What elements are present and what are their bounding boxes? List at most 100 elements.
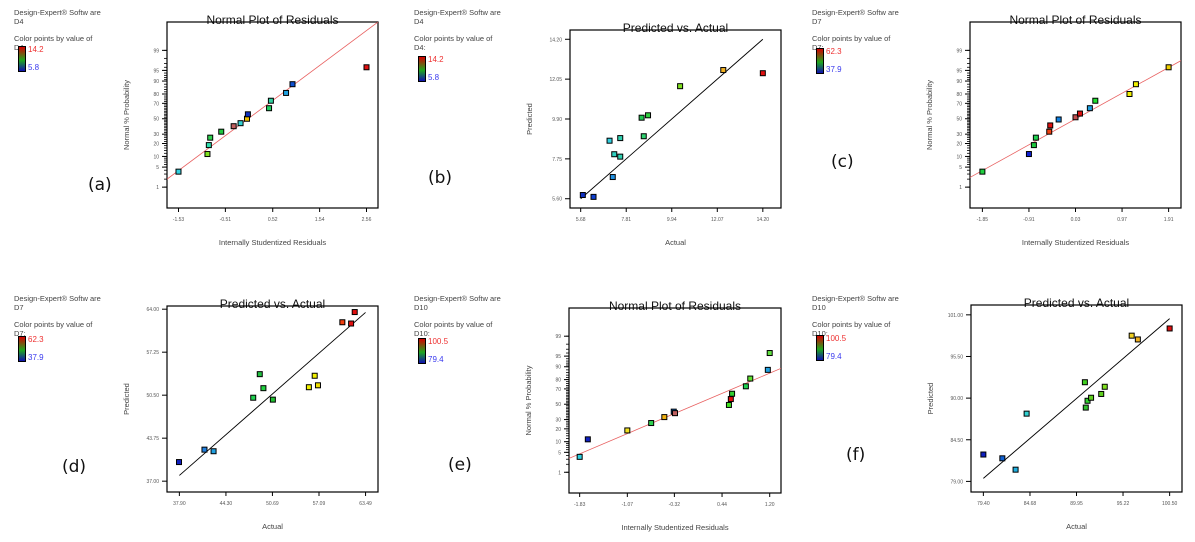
y-tick-label: 70 [153,101,159,107]
legend-high-value: 14.2 [28,45,44,54]
data-point [638,114,645,121]
x-tick-label: 100.50 [1162,501,1178,507]
data-point [979,168,986,175]
data-point [672,410,678,417]
color-gradient-bar [816,335,824,361]
color-points-label: Color points by value of [414,320,493,329]
response-name: D10 [414,303,428,312]
data-point [747,375,754,382]
legend-low-value: 5.8 [428,73,440,82]
data-point [1132,81,1139,88]
panel-e: Design-Expert® Softw are D10 Color points … [400,272,798,542]
y-tick-label: 80 [956,92,962,98]
data-point [1081,379,1088,386]
panel-letter: (a) [88,175,112,195]
software-label: Design-Expert® Softw are [414,294,501,303]
y-axis-label: Normal % Probability [524,365,533,435]
data-point [1082,404,1089,411]
y-tick-label: 5.60 [552,197,562,203]
x-tick-label: -1.85 [977,217,989,223]
y-tick-label: 20 [555,427,561,433]
data-point [766,350,773,357]
y-tick-label: 95 [956,68,962,74]
color-response-name: D10: [414,329,430,338]
data-point [210,448,217,455]
y-tick-label: 14.20 [549,37,562,43]
y-tick-label: 90 [555,365,561,371]
panel-c: Design-Expert® Softw are D7 Color points b… [798,0,1195,270]
data-point [1076,110,1083,117]
data-point [1032,134,1039,141]
response-name: D4 [414,17,424,26]
x-tick-label: 7.81 [621,217,631,223]
color-legend: 100.5 79.4 [418,337,458,378]
data-point [617,153,624,160]
x-tick-label: 44.30 [220,501,233,507]
legend-high-value: 62.3 [826,47,842,56]
data-point [1047,122,1054,129]
legend-low-value: 37.9 [28,353,44,362]
legend-high-value: 62.3 [28,335,44,344]
x-tick-label: 2.56 [362,217,372,223]
y-tick-label: 99 [555,334,561,340]
software-info: Design-Expert® Softw are D7 Color points b… [14,294,101,338]
data-point [339,319,346,326]
y-tick-label: 5 [959,165,962,171]
data-point [584,436,591,443]
color-response-name: D7: [812,43,899,52]
data-point [590,193,597,200]
data-point [648,420,655,427]
data-point [289,81,296,88]
data-point [269,396,276,403]
y-tick-label: 95 [555,354,561,360]
x-tick-label: 50.69 [266,501,279,507]
data-point [720,67,727,74]
y-tick-label: 10 [555,440,561,446]
data-point [1023,410,1030,417]
x-tick-label: 37.90 [173,501,186,507]
x-tick-label: 1.91 [1164,217,1174,223]
data-point [725,401,732,408]
x-tick-label: 0.97 [1117,217,1127,223]
x-tick-label: 0.03 [1071,217,1081,223]
x-axis-label: Actual [262,522,283,531]
data-point [661,414,668,421]
data-point [1046,128,1053,135]
panel-f: Design-Expert® Softw are D10 Color points … [798,272,1195,542]
data-point [609,174,616,181]
data-point [256,371,263,378]
y-tick-label: 20 [956,141,962,147]
data-point [576,453,583,460]
x-axis-label: Internally Studentized Residuals [1022,238,1129,247]
data-point [363,64,370,71]
response-name: D7 [812,17,822,26]
data-point [351,309,358,316]
response-name: D10 [812,303,826,312]
y-tick-label: 30 [555,418,561,424]
data-point [175,168,182,175]
legend-high-value: 100.5 [428,337,449,346]
y-tick-label: 90 [956,79,962,85]
y-axis-label: Normal % Probability [122,80,131,150]
color-legend: 14.2 5.8 [18,45,58,86]
x-tick-label: 95.22 [1117,501,1130,507]
chart-title: Normal Plot of Residuals [609,299,741,313]
color-gradient-bar [18,46,26,72]
data-point [205,142,212,149]
plot-f: Predicted vs. Actual 79.40 84.68 89.95 95.22… [926,296,1183,531]
data-point [207,134,214,141]
software-label: Design-Expert® Softw are [14,8,101,17]
x-tick-label: 84.68 [1024,501,1037,507]
color-legend: 62.3 37.9 [816,47,856,88]
data-point [764,366,771,373]
y-tick-label: 90.00 [950,396,963,402]
plot-frame [569,29,782,209]
y-tick-label: 64.00 [146,307,159,313]
y-tick-label: 80 [153,92,159,98]
x-tick-label: 14.20 [757,217,770,223]
response-name: D4 [14,17,24,26]
x-tick-label: -1.07 [622,502,634,508]
panel-d: Design-Expert® Softw are D7 Color points b… [0,272,398,542]
data-point [1126,91,1133,98]
data-point [1055,116,1062,123]
